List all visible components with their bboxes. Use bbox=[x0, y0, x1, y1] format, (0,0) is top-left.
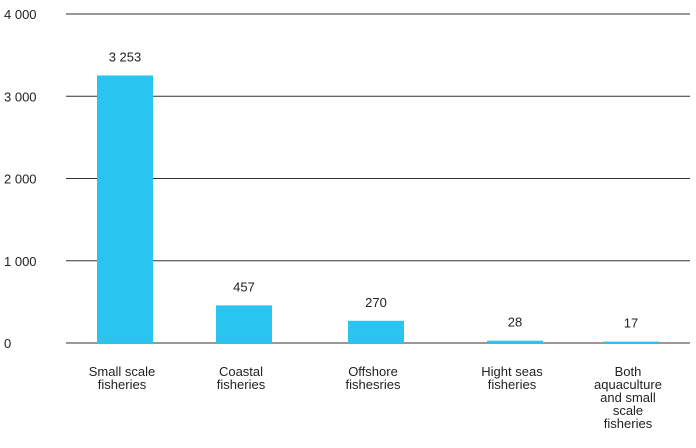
bar bbox=[216, 305, 272, 343]
bar bbox=[603, 341, 659, 343]
category-labels: Small scale fisheries Coastal fisheries Offs… bbox=[89, 364, 662, 431]
category-label: Offshore fishesries bbox=[346, 364, 401, 392]
value-label: 3 253 bbox=[109, 49, 142, 64]
category-label: Small scale fisheries bbox=[89, 364, 155, 392]
category-label: Both aquaculture and small scale fisheries bbox=[594, 364, 662, 431]
category-label: Coastal fisheries bbox=[217, 364, 266, 392]
value-labels: 3 253 457 270 28 17 bbox=[109, 49, 639, 330]
value-label: 28 bbox=[508, 315, 522, 330]
y-tick-label: 3 000 bbox=[4, 89, 37, 104]
y-tick-label: 2 000 bbox=[4, 172, 37, 187]
y-axis-ticks: 0 1 000 2 000 3 000 4 000 bbox=[4, 7, 37, 351]
bar bbox=[487, 340, 543, 343]
bars bbox=[97, 75, 659, 344]
grid-lines bbox=[66, 13, 690, 344]
y-tick-label: 0 bbox=[4, 336, 11, 351]
bar bbox=[348, 320, 404, 343]
category-label: Hight seas fisheries bbox=[481, 364, 543, 392]
value-label: 270 bbox=[365, 295, 387, 310]
bar bbox=[97, 75, 153, 344]
y-tick-label: 1 000 bbox=[4, 254, 37, 269]
y-tick-label: 4 000 bbox=[4, 7, 37, 22]
value-label: 17 bbox=[624, 316, 638, 331]
value-label: 457 bbox=[233, 279, 255, 294]
